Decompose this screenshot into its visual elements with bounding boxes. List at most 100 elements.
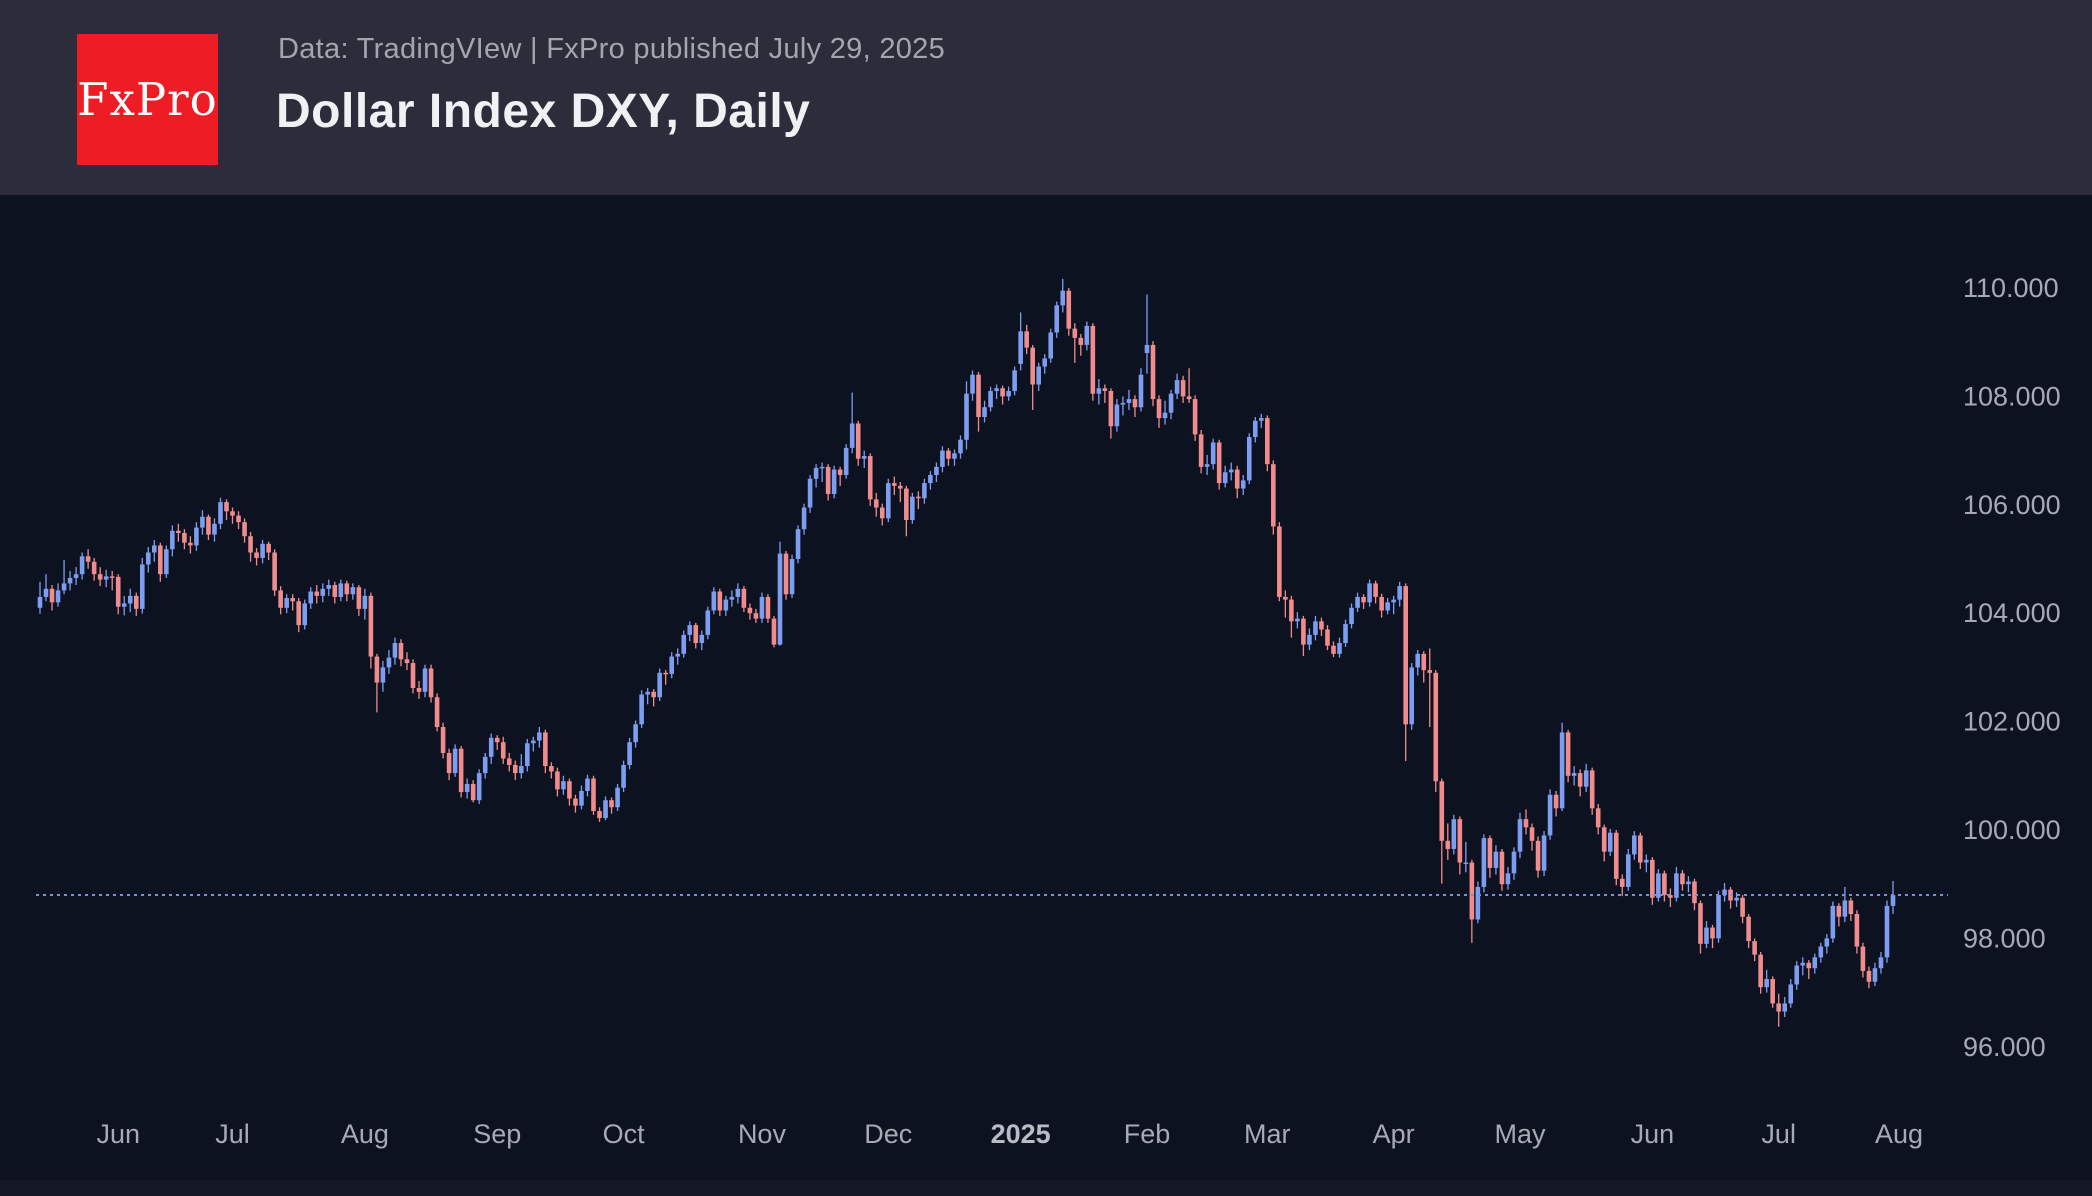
candle-body [1373,583,1378,597]
chart-source-caption: Data: TradingVIew | FxPro published July… [278,33,946,65]
candle-body [182,532,187,543]
candle-body [675,653,681,657]
candle-body [765,596,771,619]
candle-body [1096,388,1102,394]
candle-body [506,758,512,765]
candle-body [1601,827,1607,852]
candle-body [1024,331,1029,348]
candle-body [434,697,440,728]
candle-body [1619,878,1625,887]
candle-body [1367,583,1372,603]
candle-body [1271,464,1276,527]
candle-body [1583,770,1589,787]
candle-body [1180,380,1186,397]
candle-body [1415,653,1421,668]
candle-body [170,530,175,550]
fxpro-logo: FxPro [77,34,218,165]
candle-body [1337,643,1342,654]
candle-body [1144,344,1150,354]
candle-body [248,536,253,553]
candle-body [873,499,879,508]
candle-body [1445,840,1451,849]
candle-body [212,523,217,535]
y-axis-tick-label: 106.000 [1963,490,2061,520]
candle-body [837,469,843,475]
candle-body [320,588,326,596]
candle-body [1030,347,1035,385]
y-axis-tick-label: 100.000 [1963,815,2061,845]
candle-body [1048,332,1054,359]
candle-body [1313,621,1318,635]
candle-body [1283,596,1288,600]
candle-body [1385,602,1390,611]
candle-body [356,587,362,609]
candle-body [1265,418,1270,465]
y-axis-tick-label: 102.000 [1963,707,2061,737]
candle-body [555,771,560,790]
candle-body [464,783,470,793]
candle-body [1289,599,1294,622]
candle-body [1806,962,1812,969]
candle-body [1379,596,1384,611]
candle-body [1222,472,1228,484]
candle-body [1228,469,1234,473]
y-axis-tick-label: 96.000 [1963,1032,2046,1062]
x-axis-tick-label: Oct [603,1119,646,1149]
candle-body [266,543,271,553]
candle-body [1427,670,1433,673]
candle-body [440,727,446,754]
candle-body [753,613,759,619]
candle-body [549,766,554,772]
candle-body [898,485,903,489]
candle-body [470,783,476,801]
candle-body [1138,374,1144,408]
candle-body [1668,895,1673,898]
candle-body [350,587,356,595]
candle-body [1397,586,1402,600]
candle-body [1517,819,1523,852]
candle-body [398,643,404,660]
candle-body [1078,337,1084,345]
candle-body [1307,634,1312,645]
x-axis-tick-label: Mar [1244,1119,1291,1149]
candle-body [609,800,614,808]
candle-body [687,625,693,635]
candle-body [663,672,668,675]
candle-body [1746,916,1751,942]
candle-body [1084,325,1090,345]
candle-body [1403,586,1408,725]
candle-body [488,737,494,757]
candle-body [338,583,344,597]
candle-body [1150,344,1156,400]
candle-body [224,502,229,512]
candle-body [1108,390,1114,427]
x-axis-tick-label: Jun [1631,1119,1675,1149]
candle-body [1234,469,1240,489]
candle-body [374,656,380,683]
candle-body [771,618,777,645]
candle-body [1613,832,1619,879]
candle-body [537,732,542,741]
candle-body [669,656,675,674]
candle-body [1589,770,1595,809]
candle-body [85,556,91,562]
candle-body [446,753,452,774]
candle-body [1758,954,1763,988]
candle-body [1246,437,1252,481]
x-axis-tick-label: Dec [864,1119,912,1149]
candle-body [1812,957,1818,969]
candle-body [1559,732,1565,809]
candle-body [1433,672,1439,782]
candle-body [958,439,963,454]
y-axis-tick-label: 110.000 [1963,273,2059,303]
candle-body [230,511,235,516]
candle-body [970,374,975,394]
candle-body [314,591,320,596]
candlestick-chart[interactable]: 110.000 108.000 106.000 104.000 102.000 100.0… [0,195,2092,1196]
x-axis-tick-label: Aug [341,1119,389,1149]
candle-body [326,585,332,589]
candle-body [531,740,536,744]
candle-body [1156,399,1162,419]
candle-body [603,800,608,819]
candle-body [627,742,632,765]
